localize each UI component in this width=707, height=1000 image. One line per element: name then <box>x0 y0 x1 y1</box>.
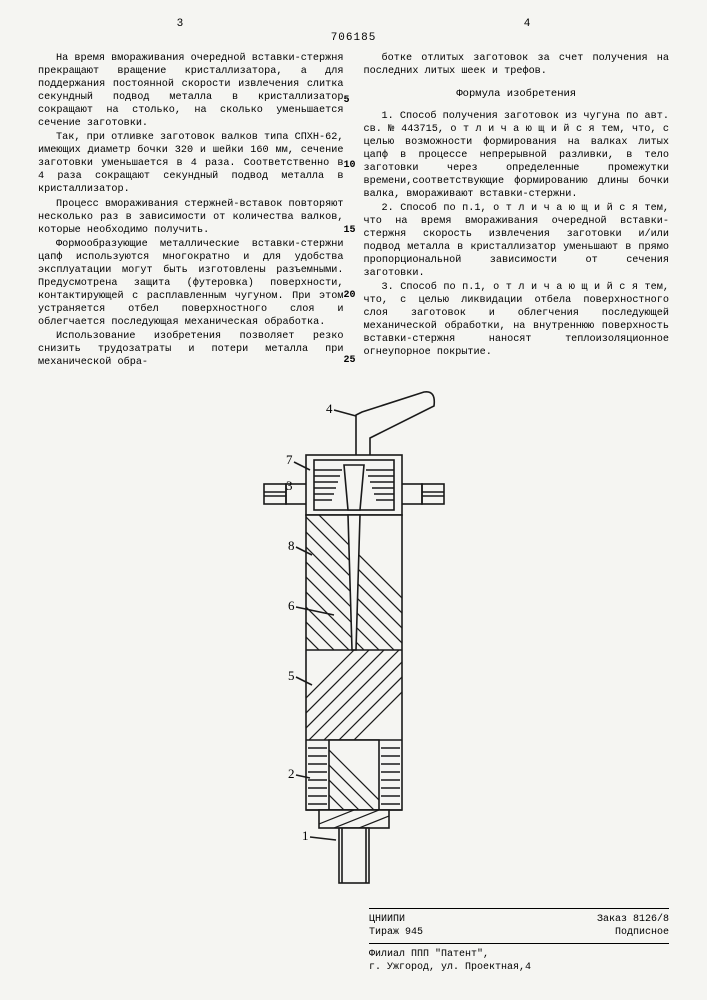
footer-sub: Подписное <box>615 926 669 939</box>
fig-label-7: 7 <box>286 452 293 467</box>
para: Использование изобретения позволяет резк… <box>38 330 344 369</box>
footer: ЦНИИПИ Заказ 8126/8 Тираж 945 Подписное … <box>369 908 669 974</box>
footer-org: ЦНИИПИ <box>369 913 405 926</box>
patent-page: 3 4 706185 На время вмораживания очередн… <box>0 0 707 1000</box>
footer-tirazh: Тираж 945 <box>369 926 423 939</box>
para: Формообразующие металлические вставки-ст… <box>38 238 344 329</box>
claim-3: 3. Способ по п.1, о т л и ч а ю щ и й с … <box>364 281 670 359</box>
formula-title: Формула изобретения <box>364 88 670 101</box>
footer-filial: Филиал ППП "Патент", <box>369 948 669 961</box>
ln: 10 <box>344 160 356 173</box>
text-columns: На время вмораживания очередной вставки-… <box>38 52 669 370</box>
t: тем, что, с целью возможности формирован… <box>364 124 670 200</box>
t: о т л и ч а ю щ и й с я <box>493 282 638 293</box>
fig-label-5: 5 <box>288 668 295 683</box>
para: Так, при отливке заготовок валков типа С… <box>38 131 344 196</box>
footer-addr: г. Ужгород, ул. Проектная,4 <box>369 961 669 974</box>
footer-order: Заказ 8126/8 <box>597 913 669 926</box>
patent-number: 706185 <box>38 32 669 44</box>
claim-2: 2. Способ по п.1, о т л и ч а ю щ и й с … <box>364 202 670 280</box>
para: На время вмораживания очередной вставки-… <box>38 52 344 130</box>
ln: 15 <box>344 225 356 238</box>
claim-1: 1. Способ получения заготовок из чугуна … <box>364 110 670 201</box>
fig-label-4: 4 <box>326 401 333 416</box>
fig-label-1: 1 <box>302 828 309 843</box>
t: о т л и ч а ю щ и й с я <box>450 124 594 135</box>
left-column: На время вмораживания очередной вставки-… <box>38 52 344 370</box>
para: Процесс вмораживания стержней-вставок по… <box>38 198 344 237</box>
para: ботке отлитых заготовок за счет получени… <box>364 52 670 78</box>
t: 2. Способ по п.1, <box>382 203 494 214</box>
fig-label-8: 8 <box>288 538 295 553</box>
t: о т л и ч а ю щ и й с я <box>493 203 638 214</box>
page-numbers: 3 4 <box>38 18 669 30</box>
page-num-left: 3 <box>38 18 322 30</box>
t: тем, что, с целью ликвидации отбела пове… <box>364 282 670 358</box>
t: 3. Способ по п.1, <box>382 282 494 293</box>
technical-figure: 4 <box>244 380 464 905</box>
figure-svg: 4 <box>244 380 464 900</box>
ln: 25 <box>344 355 356 368</box>
fig-label-2: 2 <box>288 766 295 781</box>
fig-label-6: 6 <box>288 598 295 613</box>
right-column: 5 10 15 20 25 ботке отлитых заготовок за… <box>364 52 670 370</box>
ln: 5 <box>344 95 350 108</box>
ln: 20 <box>344 290 356 303</box>
fig-label-3: 3 <box>286 478 293 493</box>
page-num-right: 4 <box>385 18 669 30</box>
t: тем, что на время вмораживания очередной… <box>364 203 670 279</box>
